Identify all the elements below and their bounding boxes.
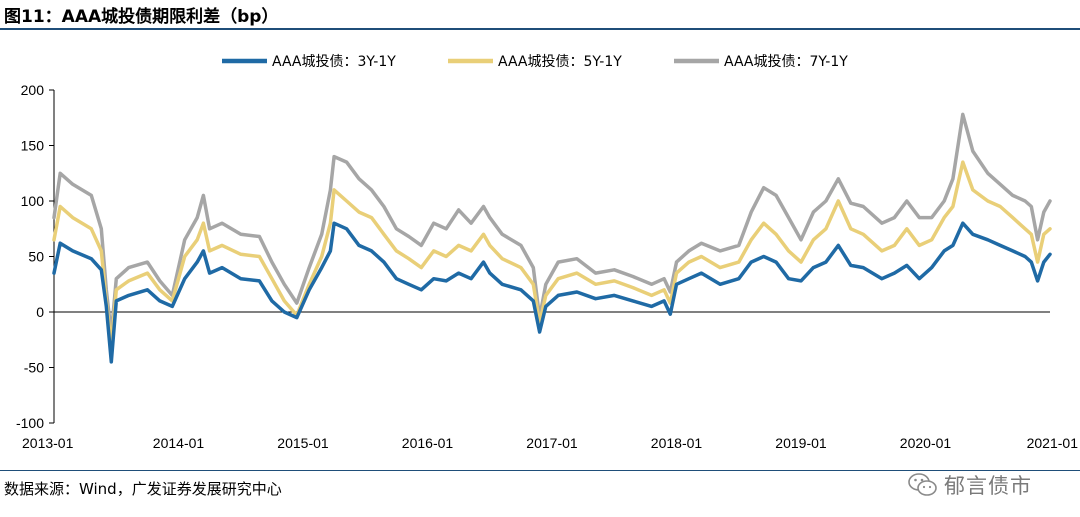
y-tick-label: -50 (24, 360, 44, 376)
x-tick-label: 2014-01 (153, 435, 205, 451)
footer-rule (0, 470, 1080, 471)
wechat-icon (908, 473, 937, 496)
line-chart: AAA城投债：3Y-1Y AAA城投债：5Y-1Y AAA城投债：7Y-1Y -10… (16, 54, 1078, 451)
source-note: 数据来源：Wind，广发证券发展研究中心 (4, 480, 282, 498)
series-layer (52, 112, 1052, 364)
series-line (52, 160, 1052, 348)
chart-axes: -100 -50 0 50 100 150 200 2013-01 2014-01 2015-01… (16, 82, 1078, 451)
y-tick-label: 150 (21, 138, 45, 154)
x-tick-label: 2020-01 (900, 435, 952, 451)
chart-legend: AAA城投债：3Y-1Y AAA城投债：5Y-1Y AAA城投债：7Y-1Y (222, 54, 848, 70)
legend-label: AAA城投债：5Y-1Y (498, 54, 622, 70)
x-tick-label: 2021-01 (1027, 435, 1079, 451)
x-tick-label: 2015-01 (277, 435, 329, 451)
title-rule (0, 28, 1080, 30)
y-tick-label: -100 (16, 415, 44, 431)
legend-label: AAA城投债：7Y-1Y (724, 54, 848, 70)
legend-label: AAA城投债：3Y-1Y (272, 54, 396, 70)
figure-title: 图11：AAA城投债期限利差（bp） (4, 7, 279, 27)
y-tick-label: 0 (36, 304, 44, 320)
x-tick-label: 2017-01 (526, 435, 578, 451)
x-tick-label: 2013-01 (22, 435, 74, 451)
y-tick-label: 100 (21, 193, 45, 209)
x-tick-label: 2016-01 (402, 435, 454, 451)
watermark: 郁言债市 (908, 470, 1068, 500)
y-tick-label: 50 (28, 249, 44, 265)
series-line (52, 221, 1052, 364)
y-tick-label: 200 (21, 82, 45, 98)
watermark-text: 郁言债市 (944, 474, 1032, 498)
x-tick-label: 2019-01 (775, 435, 827, 451)
x-tick-label: 2018-01 (651, 435, 703, 451)
series-line (52, 112, 1052, 336)
